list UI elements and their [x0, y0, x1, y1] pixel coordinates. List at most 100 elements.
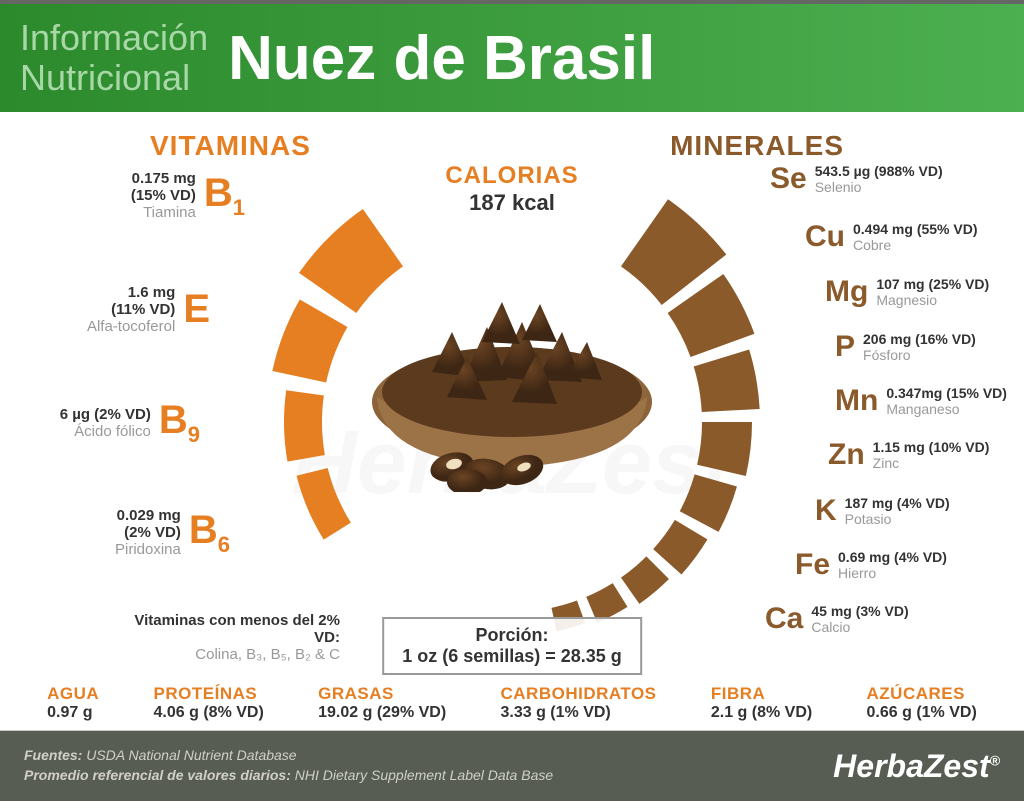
calories-label: CALORIAS: [445, 162, 578, 190]
chart-wedge: [653, 520, 707, 575]
header-title: Nuez de Brasil: [228, 23, 655, 94]
macro-item: PROTEÍNAS4.06 g (8% VD): [154, 684, 264, 722]
mineral-name: Hierro: [838, 565, 947, 581]
mineral-item: Ca 45 mg (3% VD)Calcio: [765, 602, 995, 636]
vitamin-item: 0.029 mg(2% VD)PiridoxinaB6: [40, 507, 230, 558]
mineral-item: Mn 0.347mg (15% VD)Manganeso: [835, 384, 1024, 418]
vitamins-note: Vitaminas con menos del 2% VD: Colina, B…: [110, 612, 340, 663]
macro-item: CARBOHIDRATOS3.33 g (1% VD): [500, 684, 656, 722]
chart-wedge: [297, 468, 351, 540]
chart-wedge: [694, 349, 760, 412]
mineral-name: Cobre: [853, 237, 978, 253]
macro-item: AGUA0.97 g: [47, 684, 99, 722]
bowl-illustration: [352, 232, 672, 492]
mineral-name: Fósforo: [863, 347, 976, 363]
mineral-item: K187 mg (4% VD)Potasio: [815, 494, 1024, 528]
macro-value: 3.33 g (1% VD): [500, 704, 656, 722]
vitamin-symbol: E: [183, 287, 210, 332]
macro-label: AZÚCARES: [867, 684, 977, 704]
footer-sources: Fuentes: USDA National Nutrient Database…: [24, 746, 553, 785]
vitamins-note-list: Colina, B₃, B₅, B₂ & C: [110, 646, 340, 663]
main-content: HerbaZest VITAMINAS MINERALES CALORIAS 1…: [0, 112, 1024, 672]
source2-label: Promedio referencial de valores diarios:: [24, 767, 291, 783]
mineral-symbol: Zn: [828, 438, 865, 472]
portion-value: 1 oz (6 semillas) = 28.35 g: [402, 646, 622, 667]
mineral-symbol: Ca: [765, 602, 803, 636]
mineral-name: Manganeso: [886, 401, 1007, 417]
mineral-amount: 206 mg (16% VD): [863, 331, 976, 347]
chart-wedge: [284, 390, 325, 461]
footer: Fuentes: USDA National Nutrient Database…: [0, 731, 1024, 801]
chart-wedge: [272, 300, 347, 383]
vitamin-symbol: B1: [204, 171, 245, 221]
macros-row: AGUA0.97 g PROTEÍNAS4.06 g (8% VD) GRASAS1…: [0, 672, 1024, 731]
calories-value: 187 kcal: [445, 190, 578, 216]
vitamin-item: 0.175 mg(15% VD)Tiamina B1: [55, 170, 245, 221]
vitamin-symbol: B6: [189, 508, 230, 558]
vitamin-item: 6 µg (2% VD)Ácido fólico B9: [10, 398, 200, 448]
macro-label: AGUA: [47, 684, 99, 704]
mineral-amount: 45 mg (3% VD): [811, 603, 908, 619]
macro-value: 4.06 g (8% VD): [154, 704, 264, 722]
macro-item: GRASAS19.02 g (29% VD): [318, 684, 446, 722]
vitamin-name: Tiamina: [131, 204, 196, 221]
macro-label: CARBOHIDRATOS: [500, 684, 656, 704]
brand-logo: HerbaZest®: [833, 748, 1000, 785]
macro-label: PROTEÍNAS: [154, 684, 264, 704]
mineral-name: Zinc: [873, 455, 990, 471]
mineral-item: Mg 107 mg (25% VD)Magnesio: [825, 275, 1024, 309]
vitamin-dv: (15% VD): [131, 187, 196, 204]
macro-item: AZÚCARES0.66 g (1% VD): [867, 684, 977, 722]
source2-value: NHI Dietary Supplement Label Data Base: [291, 767, 553, 783]
header-subtitle: Información Nutricional: [20, 18, 208, 97]
macro-value: 0.97 g: [47, 704, 99, 722]
vitamin-name: Ácido fólico: [60, 423, 151, 440]
vitamin-amount: 6 µg (2% VD): [60, 406, 151, 423]
portion-label: Porción:: [402, 625, 622, 646]
vitamin-amount: 0.029 mg: [115, 507, 181, 524]
mineral-item: Se543.5 µg (988% VD)Selenio: [770, 162, 1000, 196]
source1-value: USDA National Nutrient Database: [82, 747, 296, 763]
vitamins-heading: VITAMINAS: [150, 130, 311, 162]
mineral-symbol: Mg: [825, 275, 868, 309]
vitamin-name: Alfa-tocoferol: [87, 318, 175, 335]
vitamin-dv: (11% VD): [87, 301, 175, 318]
mineral-symbol: Cu: [805, 220, 845, 254]
mineral-item: P 206 mg (16% VD)Fósforo: [835, 330, 1024, 364]
mineral-amount: 0.347mg (15% VD): [886, 385, 1007, 401]
source1-label: Fuentes:: [24, 747, 82, 763]
mineral-name: Selenio: [815, 179, 943, 195]
mineral-amount: 0.69 mg (4% VD): [838, 549, 947, 565]
vitamin-name: Piridoxina: [115, 541, 181, 558]
brand-text: HerbaZest: [833, 748, 990, 784]
vitamin-symbol: B9: [159, 398, 200, 448]
mineral-symbol: Mn: [835, 384, 878, 418]
mineral-symbol: K: [815, 494, 837, 528]
chart-wedge: [697, 422, 752, 476]
chart-wedge: [621, 556, 669, 604]
mineral-amount: 543.5 µg (988% VD): [815, 163, 943, 179]
mineral-amount: 1.15 mg (10% VD): [873, 439, 990, 455]
header-subtitle-line1: Información: [20, 18, 208, 58]
macro-value: 2.1 g (8% VD): [711, 704, 812, 722]
mineral-item: Zn 1.15 mg (10% VD)Zinc: [828, 438, 1024, 472]
vitamin-amount: 0.175 mg: [131, 170, 196, 187]
minerals-heading: MINERALES: [670, 130, 844, 162]
mineral-amount: 0.494 mg (55% VD): [853, 221, 978, 237]
chart-wedge: [680, 474, 737, 531]
mineral-item: Fe 0.69 mg (4% VD)Hierro: [795, 548, 1024, 582]
macro-label: GRASAS: [318, 684, 446, 704]
vitamin-item: 1.6 mg(11% VD)Alfa-tocoferolE: [20, 284, 210, 335]
header-subtitle-line2: Nutricional: [20, 58, 208, 98]
macro-item: FIBRA2.1 g (8% VD): [711, 684, 812, 722]
mineral-symbol: P: [835, 330, 855, 364]
mineral-symbol: Fe: [795, 548, 830, 582]
macro-value: 0.66 g (1% VD): [867, 704, 977, 722]
vitamins-note-label: Vitaminas con menos del 2% VD:: [110, 612, 340, 646]
portion-box: Porción: 1 oz (6 semillas) = 28.35 g: [382, 617, 642, 675]
mineral-name: Calcio: [811, 619, 908, 635]
mineral-amount: 107 mg (25% VD): [876, 276, 989, 292]
calories-block: CALORIAS 187 kcal: [445, 162, 578, 216]
macro-label: FIBRA: [711, 684, 812, 704]
mineral-name: Magnesio: [876, 292, 989, 308]
